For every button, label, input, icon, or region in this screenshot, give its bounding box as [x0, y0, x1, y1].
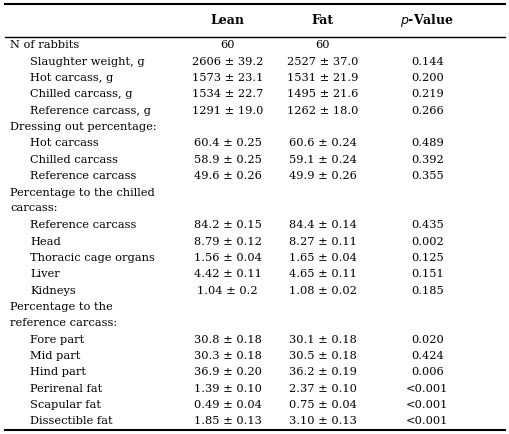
- Text: 4.65 ± 0.11: 4.65 ± 0.11: [288, 269, 356, 279]
- Text: $\it{p}$-Value: $\it{p}$-Value: [400, 12, 454, 29]
- Text: Fore part: Fore part: [30, 335, 84, 345]
- Text: Liver: Liver: [30, 269, 60, 279]
- Text: 1495 ± 21.6: 1495 ± 21.6: [286, 89, 357, 99]
- Text: 0.219: 0.219: [410, 89, 443, 99]
- Text: 84.4 ± 0.14: 84.4 ± 0.14: [288, 220, 356, 230]
- Text: 0.185: 0.185: [410, 286, 443, 296]
- Text: 3.10 ± 0.13: 3.10 ± 0.13: [288, 417, 356, 427]
- Text: 0.266: 0.266: [410, 105, 443, 116]
- Text: 58.9 ± 0.25: 58.9 ± 0.25: [193, 155, 261, 165]
- Text: reference carcass:: reference carcass:: [10, 318, 117, 328]
- Text: Hind part: Hind part: [30, 368, 86, 378]
- Text: 0.49 ± 0.04: 0.49 ± 0.04: [193, 400, 261, 410]
- Text: carcass:: carcass:: [10, 204, 58, 214]
- Text: 0.424: 0.424: [410, 351, 443, 361]
- Text: 0.020: 0.020: [410, 335, 443, 345]
- Text: Scapular fat: Scapular fat: [30, 400, 101, 410]
- Text: 1573 ± 23.1: 1573 ± 23.1: [191, 73, 263, 83]
- Text: 1.65 ± 0.04: 1.65 ± 0.04: [288, 253, 356, 263]
- Text: <0.001: <0.001: [406, 400, 448, 410]
- Text: 0.489: 0.489: [410, 138, 443, 148]
- Text: Reference carcass: Reference carcass: [30, 220, 136, 230]
- Text: 30.8 ± 0.18: 30.8 ± 0.18: [193, 335, 261, 345]
- Text: 2.37 ± 0.10: 2.37 ± 0.10: [288, 384, 356, 394]
- Text: 60: 60: [220, 40, 234, 50]
- Text: Hot carcass: Hot carcass: [30, 138, 99, 148]
- Text: Reference carcass: Reference carcass: [30, 171, 136, 181]
- Text: Dissectible fat: Dissectible fat: [30, 417, 112, 427]
- Text: 8.79 ± 0.12: 8.79 ± 0.12: [193, 237, 261, 247]
- Text: <0.001: <0.001: [406, 384, 448, 394]
- Text: Percentage to the: Percentage to the: [10, 302, 112, 312]
- Text: 8.27 ± 0.11: 8.27 ± 0.11: [288, 237, 356, 247]
- Text: Thoracic cage organs: Thoracic cage organs: [30, 253, 155, 263]
- Text: 1.56 ± 0.04: 1.56 ± 0.04: [193, 253, 261, 263]
- Text: 1.04 ± 0.2: 1.04 ± 0.2: [197, 286, 258, 296]
- Text: 30.5 ± 0.18: 30.5 ± 0.18: [288, 351, 356, 361]
- Text: 30.3 ± 0.18: 30.3 ± 0.18: [193, 351, 261, 361]
- Text: 60.4 ± 0.25: 60.4 ± 0.25: [193, 138, 261, 148]
- Text: Chilled carcass: Chilled carcass: [30, 155, 118, 165]
- Text: 0.435: 0.435: [410, 220, 443, 230]
- Text: 84.2 ± 0.15: 84.2 ± 0.15: [193, 220, 261, 230]
- Text: 1534 ± 22.7: 1534 ± 22.7: [191, 89, 263, 99]
- Text: 36.2 ± 0.19: 36.2 ± 0.19: [288, 368, 356, 378]
- Text: 36.9 ± 0.20: 36.9 ± 0.20: [193, 368, 261, 378]
- Text: 1.39 ± 0.10: 1.39 ± 0.10: [193, 384, 261, 394]
- Text: Percentage to the chilled: Percentage to the chilled: [10, 188, 155, 198]
- Text: 2606 ± 39.2: 2606 ± 39.2: [191, 56, 263, 66]
- Text: 1531 ± 21.9: 1531 ± 21.9: [286, 73, 357, 83]
- Text: Dressing out percentage:: Dressing out percentage:: [10, 122, 156, 132]
- Text: Perirenal fat: Perirenal fat: [30, 384, 102, 394]
- Text: 0.75 ± 0.04: 0.75 ± 0.04: [288, 400, 356, 410]
- Text: 49.6 ± 0.26: 49.6 ± 0.26: [193, 171, 261, 181]
- Text: 60: 60: [315, 40, 329, 50]
- Text: Mid part: Mid part: [30, 351, 80, 361]
- Text: 2527 ± 37.0: 2527 ± 37.0: [286, 56, 357, 66]
- Text: <0.001: <0.001: [406, 417, 448, 427]
- Text: 4.42 ± 0.11: 4.42 ± 0.11: [193, 269, 261, 279]
- Text: Kidneys: Kidneys: [30, 286, 76, 296]
- Text: 0.144: 0.144: [410, 56, 443, 66]
- Text: 0.151: 0.151: [410, 269, 443, 279]
- Text: Head: Head: [30, 237, 61, 247]
- Text: Slaughter weight, g: Slaughter weight, g: [30, 56, 145, 66]
- Text: Lean: Lean: [210, 14, 244, 27]
- Text: 49.9 ± 0.26: 49.9 ± 0.26: [288, 171, 356, 181]
- Text: 59.1 ± 0.24: 59.1 ± 0.24: [288, 155, 356, 165]
- Text: 0.006: 0.006: [410, 368, 443, 378]
- Text: 0.200: 0.200: [410, 73, 443, 83]
- Text: Hot carcass, g: Hot carcass, g: [30, 73, 113, 83]
- Text: 0.392: 0.392: [410, 155, 443, 165]
- Text: 1.08 ± 0.02: 1.08 ± 0.02: [288, 286, 356, 296]
- Text: Fat: Fat: [311, 14, 333, 27]
- Text: 30.1 ± 0.18: 30.1 ± 0.18: [288, 335, 356, 345]
- Text: 0.355: 0.355: [410, 171, 443, 181]
- Text: 1262 ± 18.0: 1262 ± 18.0: [286, 105, 357, 116]
- Text: 1.85 ± 0.13: 1.85 ± 0.13: [193, 417, 261, 427]
- Text: 0.125: 0.125: [410, 253, 443, 263]
- Text: 0.002: 0.002: [410, 237, 443, 247]
- Text: 1291 ± 19.0: 1291 ± 19.0: [191, 105, 263, 116]
- Text: Chilled carcass, g: Chilled carcass, g: [30, 89, 132, 99]
- Text: N of rabbits: N of rabbits: [10, 40, 79, 50]
- Text: 60.6 ± 0.24: 60.6 ± 0.24: [288, 138, 356, 148]
- Text: Reference carcass, g: Reference carcass, g: [30, 105, 151, 116]
